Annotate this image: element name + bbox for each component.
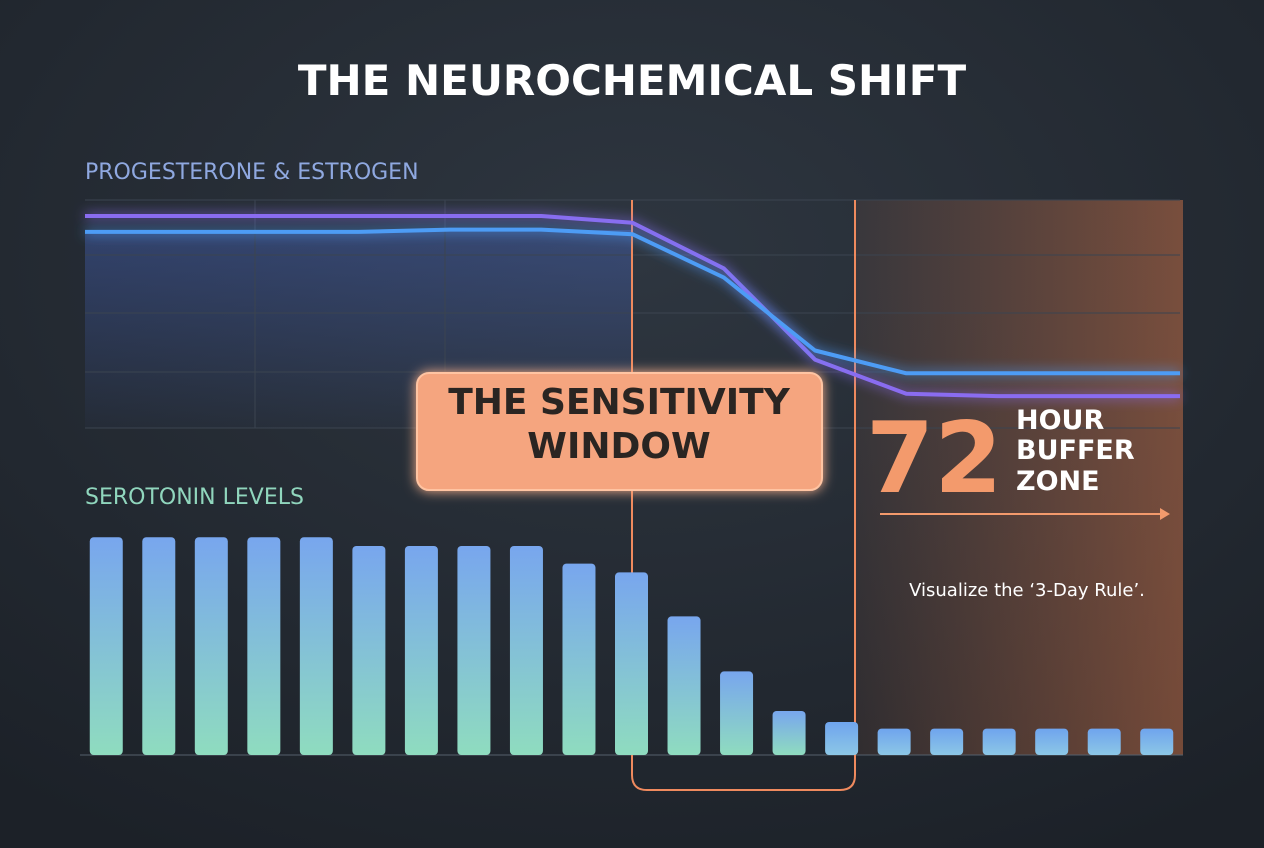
bar — [299, 537, 333, 755]
buffer-zone — [855, 200, 1183, 755]
bar — [509, 546, 543, 755]
bar — [247, 537, 281, 755]
bar — [720, 671, 754, 755]
bar — [404, 546, 438, 755]
buffer-number: 72 — [866, 402, 1002, 516]
chart-title: PROGESTERONE & ESTROGEN — [85, 160, 419, 185]
buffer-label: BUFFER — [1016, 435, 1135, 466]
bar — [142, 537, 176, 755]
series-line — [85, 227, 1180, 376]
bar — [1140, 728, 1174, 755]
buffer-label: HOUR — [1016, 405, 1104, 436]
bar — [352, 546, 386, 755]
title: THE NEUROCHEMICAL SHIFT — [298, 56, 967, 105]
bar — [194, 537, 228, 755]
bar — [982, 728, 1016, 755]
bar — [1035, 728, 1069, 755]
chart-title: SEROTONIN LEVELS — [85, 485, 304, 510]
note: Visualize the ‘3-Day Rule’. — [909, 580, 1145, 601]
buffer-label: ZONE — [1016, 466, 1100, 497]
window-label: THE SENSITIVITY — [448, 382, 791, 423]
window-bracket — [631, 200, 856, 791]
bar — [877, 728, 911, 755]
sensitivity-box — [416, 372, 823, 491]
bar — [457, 546, 491, 755]
bar — [772, 711, 806, 755]
bar — [89, 537, 123, 755]
arrow-head — [1160, 508, 1170, 520]
bar — [615, 572, 648, 755]
bar — [825, 722, 859, 755]
series-line — [85, 214, 1180, 399]
bar — [667, 616, 701, 755]
bar — [1087, 728, 1121, 755]
window-label: WINDOW — [527, 426, 710, 467]
bar — [562, 563, 596, 755]
bar — [930, 728, 964, 755]
